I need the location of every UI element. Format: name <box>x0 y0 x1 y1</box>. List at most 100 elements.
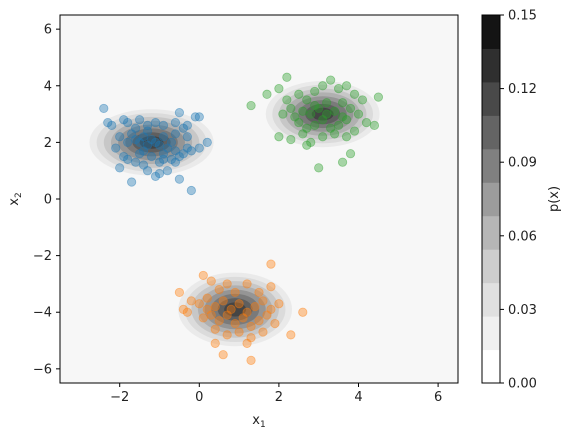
scatter-point <box>166 154 177 164</box>
scatter-point <box>154 157 165 167</box>
y-tick-label: 6 <box>44 23 52 38</box>
scatter-point <box>99 103 109 114</box>
colorbar-label: p(x) <box>547 186 562 212</box>
x-tick-label: 2 <box>275 390 283 405</box>
scatter-point <box>345 103 356 114</box>
scatter-point <box>290 112 300 122</box>
scatter-point <box>246 100 256 111</box>
scatter-point <box>337 157 348 167</box>
scatter-point <box>158 120 169 131</box>
scatter-point <box>282 95 292 105</box>
scatter-point <box>274 132 284 142</box>
scatter-point <box>162 143 173 153</box>
scatter-point <box>222 310 232 320</box>
scatter-point <box>341 115 352 125</box>
scatter-point <box>182 307 192 317</box>
scatter-point <box>150 117 161 128</box>
scatter-point <box>142 166 153 176</box>
scatter-point <box>322 98 332 108</box>
colorbar-segment <box>482 15 500 49</box>
scatter-point <box>119 115 129 125</box>
scatter-point <box>127 177 137 187</box>
scatter-point <box>174 108 184 118</box>
colorbar-tick-label: 0.15 <box>508 9 537 24</box>
scatter-point <box>349 126 360 136</box>
scatter-point <box>274 299 284 309</box>
scatter-point <box>341 81 352 91</box>
scatter-point <box>310 100 320 111</box>
scatter-point <box>246 355 256 365</box>
scatter-point <box>166 137 177 147</box>
colorbar-segment <box>482 48 500 83</box>
colorbar-tick-label: 0.06 <box>508 229 537 244</box>
colorbar-segment <box>482 249 500 284</box>
density-contours <box>89 80 380 347</box>
density-level-0-7 <box>139 136 164 149</box>
x-tick-label: 0 <box>195 390 203 405</box>
scatter-point <box>246 333 256 343</box>
y-tick-label: 2 <box>44 136 52 151</box>
scatter-point <box>182 132 192 142</box>
scatter-point <box>135 115 145 125</box>
scatter-point <box>310 86 320 97</box>
scatter-point <box>326 75 336 85</box>
colorbar-tick-label: 0.12 <box>508 82 537 97</box>
scatter-point <box>138 132 149 142</box>
scatter-point <box>341 132 352 142</box>
scatter-point <box>131 134 141 145</box>
scatter-point <box>258 296 268 306</box>
scatter-point <box>138 160 149 170</box>
colorbar-tick-label: 0.00 <box>508 377 537 392</box>
scatter-point <box>214 284 224 295</box>
scatter-point <box>162 166 173 176</box>
scatter-point <box>178 123 188 133</box>
scatter-point <box>349 89 360 99</box>
colorbar-tick-label: 0.03 <box>508 303 537 318</box>
scatter-point <box>198 313 208 323</box>
y-axis-ticks: −6 −4 −2 0 2 4 6 <box>33 23 60 377</box>
x-tick-label: 6 <box>434 390 442 405</box>
y-tick-label: 4 <box>44 79 52 94</box>
scatter-point <box>115 163 125 173</box>
scatter-point <box>170 129 181 139</box>
colorbar <box>482 15 500 384</box>
colorbar-segment <box>482 282 500 317</box>
scatter-point <box>266 304 276 314</box>
y-tick-label: 0 <box>44 193 52 208</box>
scatter-point <box>286 134 296 145</box>
scatter-point <box>266 282 276 292</box>
scatter-point <box>115 132 125 142</box>
scatter-point <box>174 174 184 184</box>
colorbar-segment <box>482 182 500 217</box>
scatter-point <box>158 154 169 164</box>
scatter-point <box>154 140 165 150</box>
scatter-point <box>242 279 252 289</box>
scatter-point <box>294 117 304 128</box>
scatter-point <box>131 123 141 133</box>
scatter-point <box>186 296 196 306</box>
scatter-point <box>361 117 372 128</box>
scatter-point <box>146 134 157 145</box>
scatter-point <box>178 149 188 159</box>
scatter-point <box>123 137 133 147</box>
scatter-point <box>282 72 292 82</box>
scatter-point <box>242 307 252 317</box>
scatter-point <box>135 137 145 147</box>
scatter-point <box>178 304 188 314</box>
scatter-point <box>142 140 153 150</box>
scatter-point <box>302 140 312 150</box>
x-tick-label: 4 <box>354 390 362 405</box>
scatter-point <box>119 151 129 162</box>
scatter-point <box>322 109 332 119</box>
scatter-point <box>103 117 113 128</box>
scatter-point <box>333 120 344 131</box>
scatter-point <box>158 149 169 159</box>
scatter-point <box>326 123 336 133</box>
scatter-point <box>222 279 232 289</box>
scatter-point <box>337 112 348 122</box>
scatter-point <box>142 126 153 136</box>
scatter-point <box>318 81 328 91</box>
scatter-point <box>238 313 248 323</box>
scatter-point <box>286 330 296 340</box>
